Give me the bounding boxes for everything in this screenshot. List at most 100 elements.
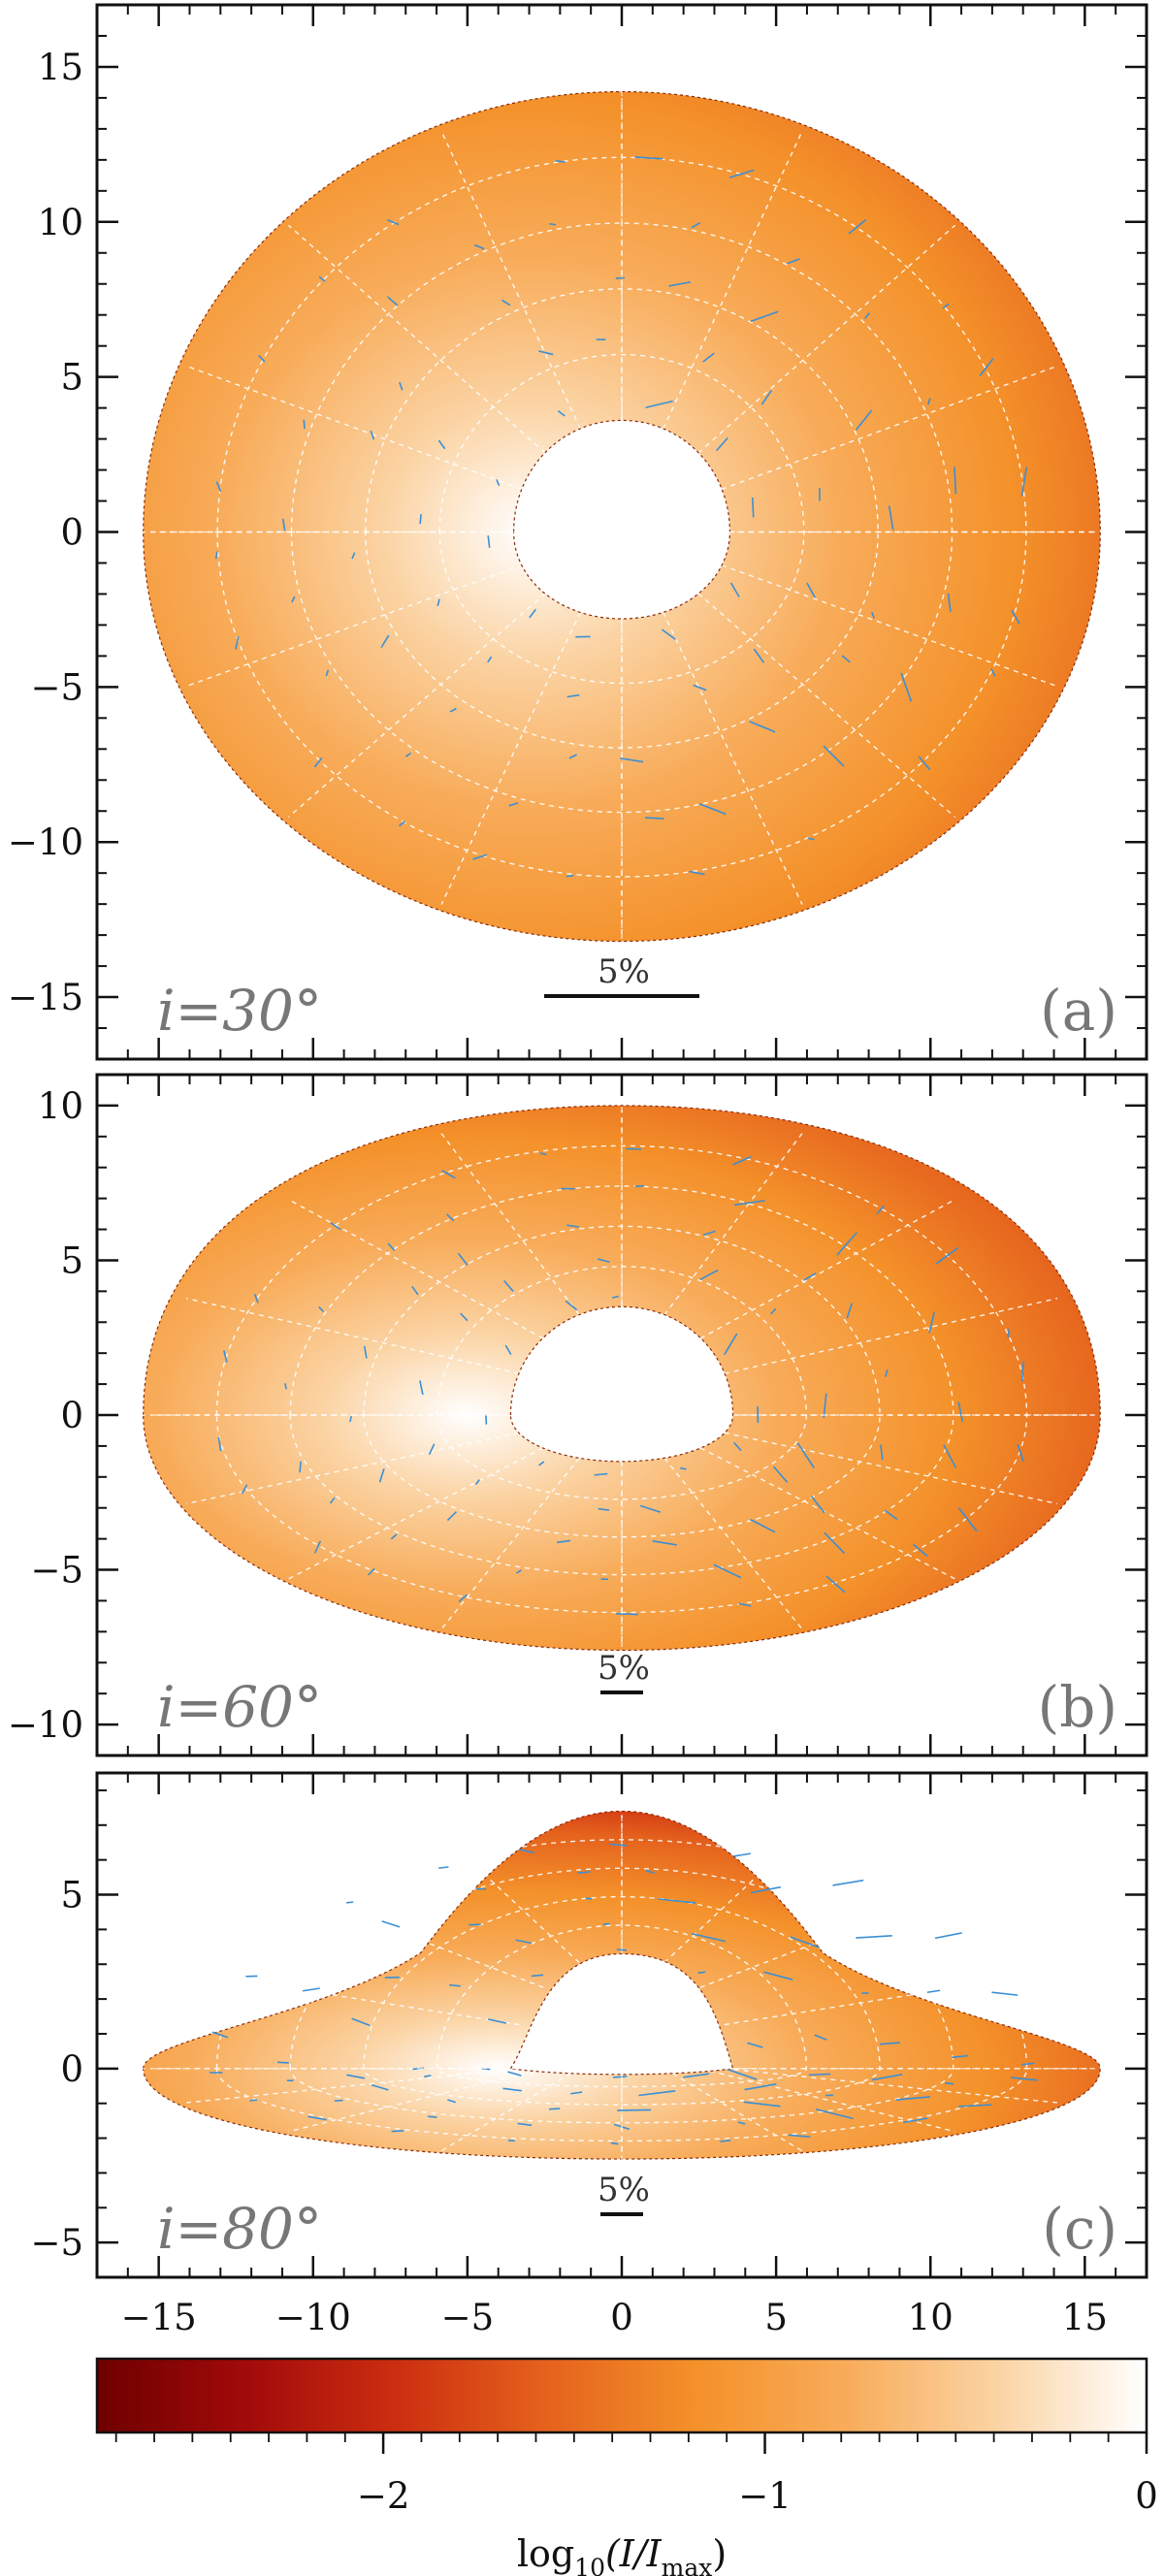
polarization-vector (515, 1939, 533, 1945)
polarization-vector (211, 2031, 229, 2039)
polarization-vector (585, 1897, 593, 1900)
polarization-vector (733, 1441, 742, 1452)
polarization-vector (747, 2042, 763, 2048)
polarization-vector (391, 2130, 404, 2133)
polarization-vector (871, 2074, 903, 2081)
polarization-vector (668, 280, 692, 287)
polarization-vector (449, 1983, 461, 1987)
polarization-vector (411, 1285, 419, 1296)
polarization-vector (617, 2109, 652, 2111)
polarization-vector (796, 1442, 815, 1468)
polarization-vector (602, 1922, 610, 1925)
polarization-vector (926, 1989, 941, 1994)
polarization-vector (386, 296, 399, 306)
polarization-vector (549, 222, 557, 226)
polarization-vector (749, 721, 776, 733)
polarization-vector (372, 2083, 389, 2091)
polarization-vector (806, 582, 816, 598)
colorbar-label-part: ) (712, 2532, 727, 2575)
polarization-vector (912, 1543, 928, 1558)
polarization-vector (223, 1350, 228, 1363)
polarization-vectors (209, 1843, 1038, 2145)
polarization-vector (733, 1200, 765, 1207)
x-tick-label: 10 (908, 2297, 954, 2338)
polarization-vector (346, 2074, 366, 2079)
polarization-vector (235, 636, 240, 650)
polarization-vector (943, 1444, 957, 1468)
polarization-vector (539, 1152, 547, 1156)
polarization-vector (871, 611, 875, 619)
polarization-vector (991, 1991, 1018, 1996)
polarization-vectors (214, 156, 1028, 878)
polarization-vector (419, 1380, 424, 1396)
y-tick-label: 5 (60, 1240, 83, 1281)
polarization-vector (501, 299, 511, 306)
polarization-vector (689, 870, 705, 876)
polarization-vector (487, 535, 491, 548)
polarization-vector (568, 754, 578, 759)
polarization-vector (441, 1170, 456, 1179)
grid-spoke (440, 2068, 580, 2152)
colorbar-tick-label: −2 (357, 2475, 410, 2517)
polarization-vector (496, 479, 501, 487)
polarization-vector (307, 2115, 327, 2121)
grid-spoke (724, 1971, 1057, 2026)
polarization-vector (1020, 1361, 1024, 1382)
polarization-vector (318, 275, 326, 282)
polarization-vector (538, 1461, 545, 1466)
polarization-vector (713, 1563, 742, 1579)
grid-ring (216, 156, 1027, 878)
polarization-vector (957, 1401, 964, 1423)
polarization-vector (258, 354, 266, 363)
polarization-vector (691, 221, 701, 229)
polarization-vector (438, 1866, 449, 1870)
polarization-vector (387, 218, 400, 226)
polarization-vector (900, 672, 913, 702)
polarization-vector (449, 707, 457, 713)
polarization-vector (566, 874, 574, 878)
polarization-vector (634, 1184, 645, 1188)
polarization-vector (284, 1383, 287, 1390)
polarization-vector (737, 2121, 746, 2125)
polarization-vector (474, 1479, 480, 1486)
polarization-vector (472, 853, 488, 860)
polarization-vector (363, 1345, 368, 1359)
polarization-vector (815, 2108, 854, 2120)
y-tick-label: 0 (60, 512, 83, 554)
polarization-vector (447, 2099, 456, 2104)
polarization-vector (555, 160, 566, 163)
polarization-vector (253, 1294, 259, 1304)
polarization-vector (738, 1602, 752, 1607)
polarization-vector (616, 1948, 628, 1951)
colorbar-tick-label: 0 (1135, 2475, 1158, 2517)
polarization-vector (570, 2091, 583, 2095)
polarization-vector (503, 1279, 514, 1292)
polarization-vector (615, 276, 626, 279)
panel-label: (b) (1038, 1674, 1117, 1740)
polarization-vector (446, 1511, 457, 1522)
grid-spoke (185, 1298, 520, 1374)
polarization-vector (807, 837, 815, 841)
polarization-vector (928, 1311, 935, 1334)
grid-spoke (185, 365, 523, 491)
polarization-vector (824, 1531, 846, 1555)
grid-spoke (663, 1833, 803, 1964)
polarization-vector (888, 505, 894, 531)
polarization-vector (473, 243, 485, 250)
polarization-vector (1011, 2077, 1038, 2081)
polarization-vector (517, 2122, 533, 2127)
polarization-vector (729, 582, 740, 597)
polarization-vector (419, 514, 422, 525)
polarization-vector (856, 1935, 892, 1939)
polarization-vector (661, 628, 676, 641)
polarization-vector (424, 2075, 432, 2077)
grid-ring (215, 1839, 1028, 2142)
polarization-vector (810, 1496, 825, 1514)
polarization-vector (325, 669, 330, 677)
polarization-vector (645, 400, 673, 409)
grid-spoke (724, 2068, 1057, 2104)
polarization-vectors (217, 1147, 1025, 1616)
polarization-vector (823, 1393, 827, 1418)
panel-c: −5 0 5 −15 −10 −5 0 5 10 15 i=80° (c) 5% (30, 1771, 1148, 2338)
